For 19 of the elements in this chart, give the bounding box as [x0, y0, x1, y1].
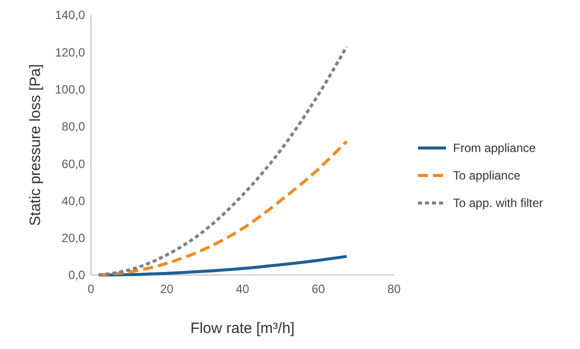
legend-label: From appliance: [453, 141, 536, 156]
x-tick-label: 0: [88, 282, 95, 296]
x-tick-label: 40: [236, 282, 250, 296]
legend-label: To app. with filter: [453, 196, 544, 210]
y-tick-label: 20,0: [62, 231, 86, 246]
x-axis-title: Flow rate [m³/h]: [190, 320, 295, 337]
y-tick-label: 0,0: [68, 268, 86, 282]
x-tick-label: 20: [160, 282, 174, 296]
y-axis-title: Static pressure loss [Pa]: [27, 64, 44, 226]
legend-label: To appliance: [453, 168, 521, 183]
line-series: [97, 45, 348, 276]
y-tick-label: 120,0: [54, 45, 86, 60]
y-tick-label: 40,0: [62, 194, 86, 208]
y-tick-label: 80,0: [62, 120, 86, 134]
x-tick-label: 60: [312, 282, 326, 296]
y-tick-label: 100,0: [54, 82, 86, 96]
y-tick-label: 140,0: [54, 8, 86, 22]
x-tick-label: 80: [387, 282, 401, 296]
y-tick-label: 60,0: [62, 156, 86, 171]
